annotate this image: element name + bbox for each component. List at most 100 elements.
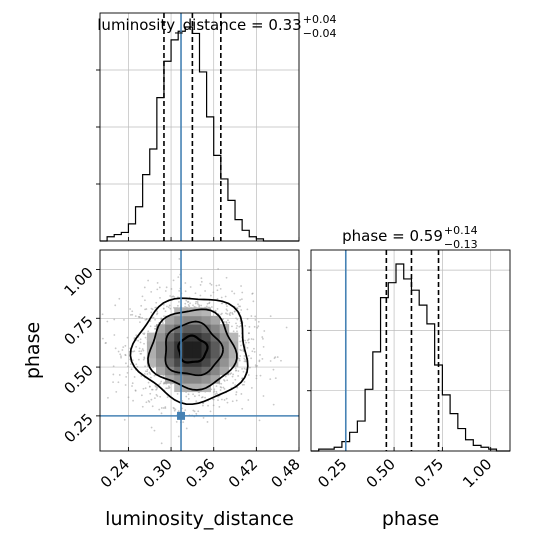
scatter-point bbox=[201, 396, 204, 398]
scatter-point bbox=[202, 417, 205, 419]
phase-histogram-panel: phase = 0.59 +0.14 −0.13 bbox=[307, 224, 511, 452]
scatter-point bbox=[254, 315, 257, 318]
x-tick-label: 0.42 bbox=[225, 455, 261, 491]
scatter-point bbox=[212, 398, 215, 401]
scatter-point bbox=[220, 313, 222, 316]
scatter-point bbox=[232, 382, 235, 384]
scatter-point bbox=[101, 337, 104, 340]
scatter-point bbox=[235, 322, 237, 325]
luminosity-distance-title: luminosity_distance = 0.33 bbox=[97, 16, 301, 35]
scatter-point bbox=[149, 376, 152, 379]
density-cell bbox=[174, 374, 184, 384]
scatter-point bbox=[153, 374, 156, 377]
scatter-point bbox=[238, 325, 241, 328]
scatter-point bbox=[241, 298, 243, 301]
scatter-point bbox=[252, 338, 255, 341]
scatter-point bbox=[226, 309, 229, 312]
scatter-point bbox=[156, 282, 159, 284]
scatter-point bbox=[172, 406, 175, 409]
scatter-point bbox=[137, 358, 140, 361]
density-cell bbox=[192, 349, 202, 359]
scatter-point bbox=[220, 386, 223, 389]
scatter-point bbox=[227, 319, 229, 322]
scatter-point bbox=[239, 355, 242, 357]
scatter-point bbox=[206, 421, 209, 423]
scatter-point bbox=[235, 391, 238, 393]
scatter-point bbox=[146, 373, 149, 375]
scatter-point bbox=[215, 390, 218, 393]
scatter-point bbox=[228, 321, 231, 324]
scatter-point bbox=[130, 363, 132, 365]
scatter-point bbox=[254, 364, 257, 367]
scatter-point bbox=[138, 315, 141, 318]
x-tick-label: 0.36 bbox=[182, 455, 218, 491]
scatter-point bbox=[251, 350, 254, 353]
scatter-point bbox=[245, 341, 247, 344]
scatter-point bbox=[175, 421, 178, 423]
scatter-point bbox=[195, 412, 198, 415]
scatter-point bbox=[235, 399, 238, 402]
scatter-point bbox=[154, 385, 157, 387]
scatter-point bbox=[224, 295, 227, 298]
scatter-point bbox=[221, 302, 224, 305]
scatter-point bbox=[261, 357, 264, 360]
scatter-point bbox=[150, 426, 153, 429]
scatter-point bbox=[238, 335, 241, 337]
scatter-point bbox=[241, 291, 244, 294]
scatter-point bbox=[226, 379, 229, 382]
density-cell bbox=[201, 366, 211, 376]
density-cell bbox=[228, 332, 239, 342]
scatter-point bbox=[273, 357, 276, 360]
luminosity-distance-lower-error: −0.04 bbox=[303, 27, 337, 40]
scatter-point bbox=[213, 390, 216, 393]
scatter-point bbox=[252, 300, 255, 303]
scatter-point bbox=[242, 370, 245, 373]
scatter-point bbox=[239, 298, 242, 301]
phase-x-tick-labels: 0.25 0.50 0.75 1.00 bbox=[314, 455, 495, 491]
density-cell bbox=[210, 315, 221, 325]
scatter-point bbox=[226, 401, 229, 404]
scatter-point bbox=[233, 310, 236, 313]
scatter-point bbox=[139, 313, 142, 316]
scatter-point bbox=[209, 410, 212, 413]
scatter-point bbox=[234, 384, 237, 387]
scatter-point bbox=[193, 410, 196, 413]
scatter-point bbox=[231, 325, 233, 328]
scatter-point bbox=[114, 347, 117, 350]
scatter-point bbox=[123, 418, 126, 421]
scatter-point bbox=[140, 375, 143, 377]
density-cell bbox=[146, 357, 157, 367]
scatter-point bbox=[207, 404, 209, 407]
density-cell bbox=[174, 307, 184, 317]
scatter-point bbox=[123, 319, 125, 321]
scatter-point bbox=[167, 306, 170, 309]
scatter-point bbox=[184, 305, 187, 308]
scatter-point bbox=[238, 359, 241, 362]
scatter-point bbox=[139, 321, 141, 324]
histogram-step-line bbox=[311, 263, 510, 452]
scatter-point bbox=[223, 399, 226, 401]
scatter-point bbox=[257, 325, 260, 328]
density-cell bbox=[146, 332, 157, 342]
scatter-point bbox=[198, 304, 201, 307]
scatter-point bbox=[178, 300, 180, 303]
density-cell bbox=[192, 366, 202, 376]
scatter-point bbox=[238, 305, 240, 308]
scatter-point bbox=[152, 366, 155, 369]
scatter-point bbox=[146, 368, 149, 371]
scatter-point bbox=[156, 310, 158, 313]
phase-upper-error: +0.14 bbox=[444, 224, 478, 237]
scatter-point bbox=[107, 396, 109, 399]
scatter-point bbox=[133, 376, 136, 378]
scatter-point bbox=[216, 307, 219, 310]
scatter-point bbox=[130, 368, 133, 371]
scatter-point bbox=[239, 340, 242, 343]
scatter-point bbox=[221, 398, 223, 401]
scatter-point bbox=[144, 308, 146, 311]
scatter-point bbox=[148, 371, 151, 374]
scatter-point bbox=[237, 303, 239, 306]
scatter-point bbox=[217, 399, 219, 401]
scatter-point bbox=[162, 382, 165, 385]
scatter-point bbox=[251, 292, 254, 295]
scatter-point bbox=[151, 405, 154, 408]
